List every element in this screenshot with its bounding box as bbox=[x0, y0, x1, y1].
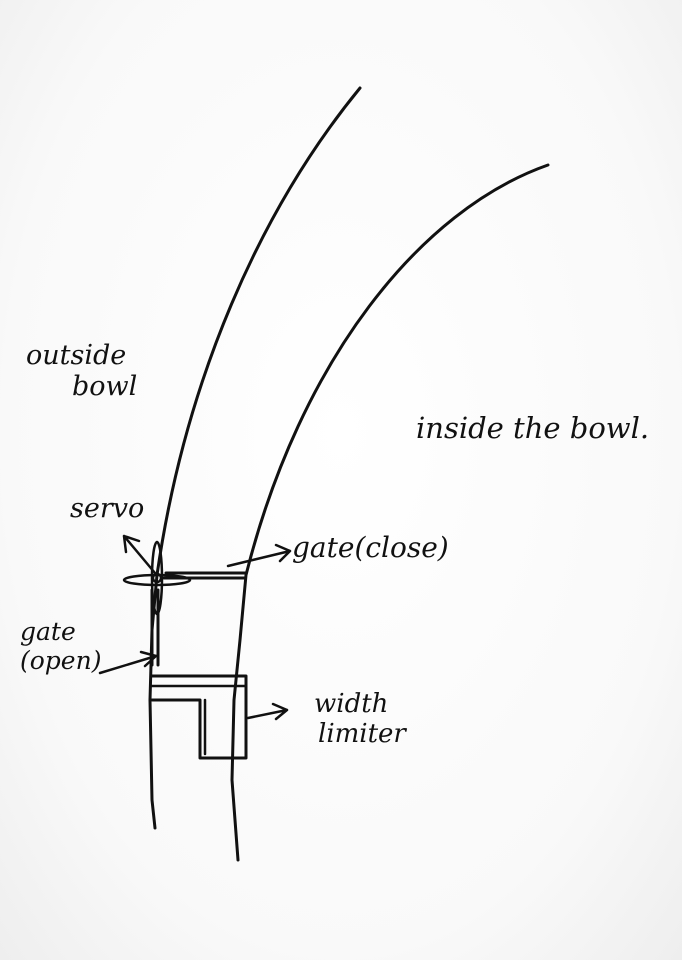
outside-label-line1: outside bbox=[26, 340, 127, 371]
width-limiter-arrow bbox=[246, 702, 289, 721]
gate-open-line2: (open) bbox=[20, 645, 102, 675]
outside-label-line2: bowl bbox=[72, 371, 138, 403]
inner-bowl-wall bbox=[230, 163, 550, 862]
gate-closed-bar bbox=[162, 571, 248, 580]
width-limiter-inner bbox=[150, 684, 248, 756]
gate-open-label: gate (open) bbox=[20, 617, 102, 676]
width-limiter-label: width limiter bbox=[314, 689, 406, 750]
gate-close-label: gate(close) bbox=[292, 531, 449, 564]
servo-hub bbox=[151, 572, 163, 584]
gate-open-line1: gate bbox=[20, 617, 76, 646]
servo-label: servo bbox=[70, 493, 145, 524]
servo-arrow bbox=[122, 534, 157, 575]
inside-bowl-label: inside the bowl. bbox=[416, 411, 650, 445]
gate-close-arrow bbox=[226, 543, 292, 568]
width-label-line1: width bbox=[314, 689, 389, 719]
gate-open-bar bbox=[150, 588, 160, 667]
width-label-line2: limiter bbox=[318, 718, 406, 749]
gate-open-arrow bbox=[98, 650, 158, 675]
outside-bowl-label: outside bowl bbox=[26, 340, 137, 402]
width-limiter-block bbox=[150, 674, 248, 760]
